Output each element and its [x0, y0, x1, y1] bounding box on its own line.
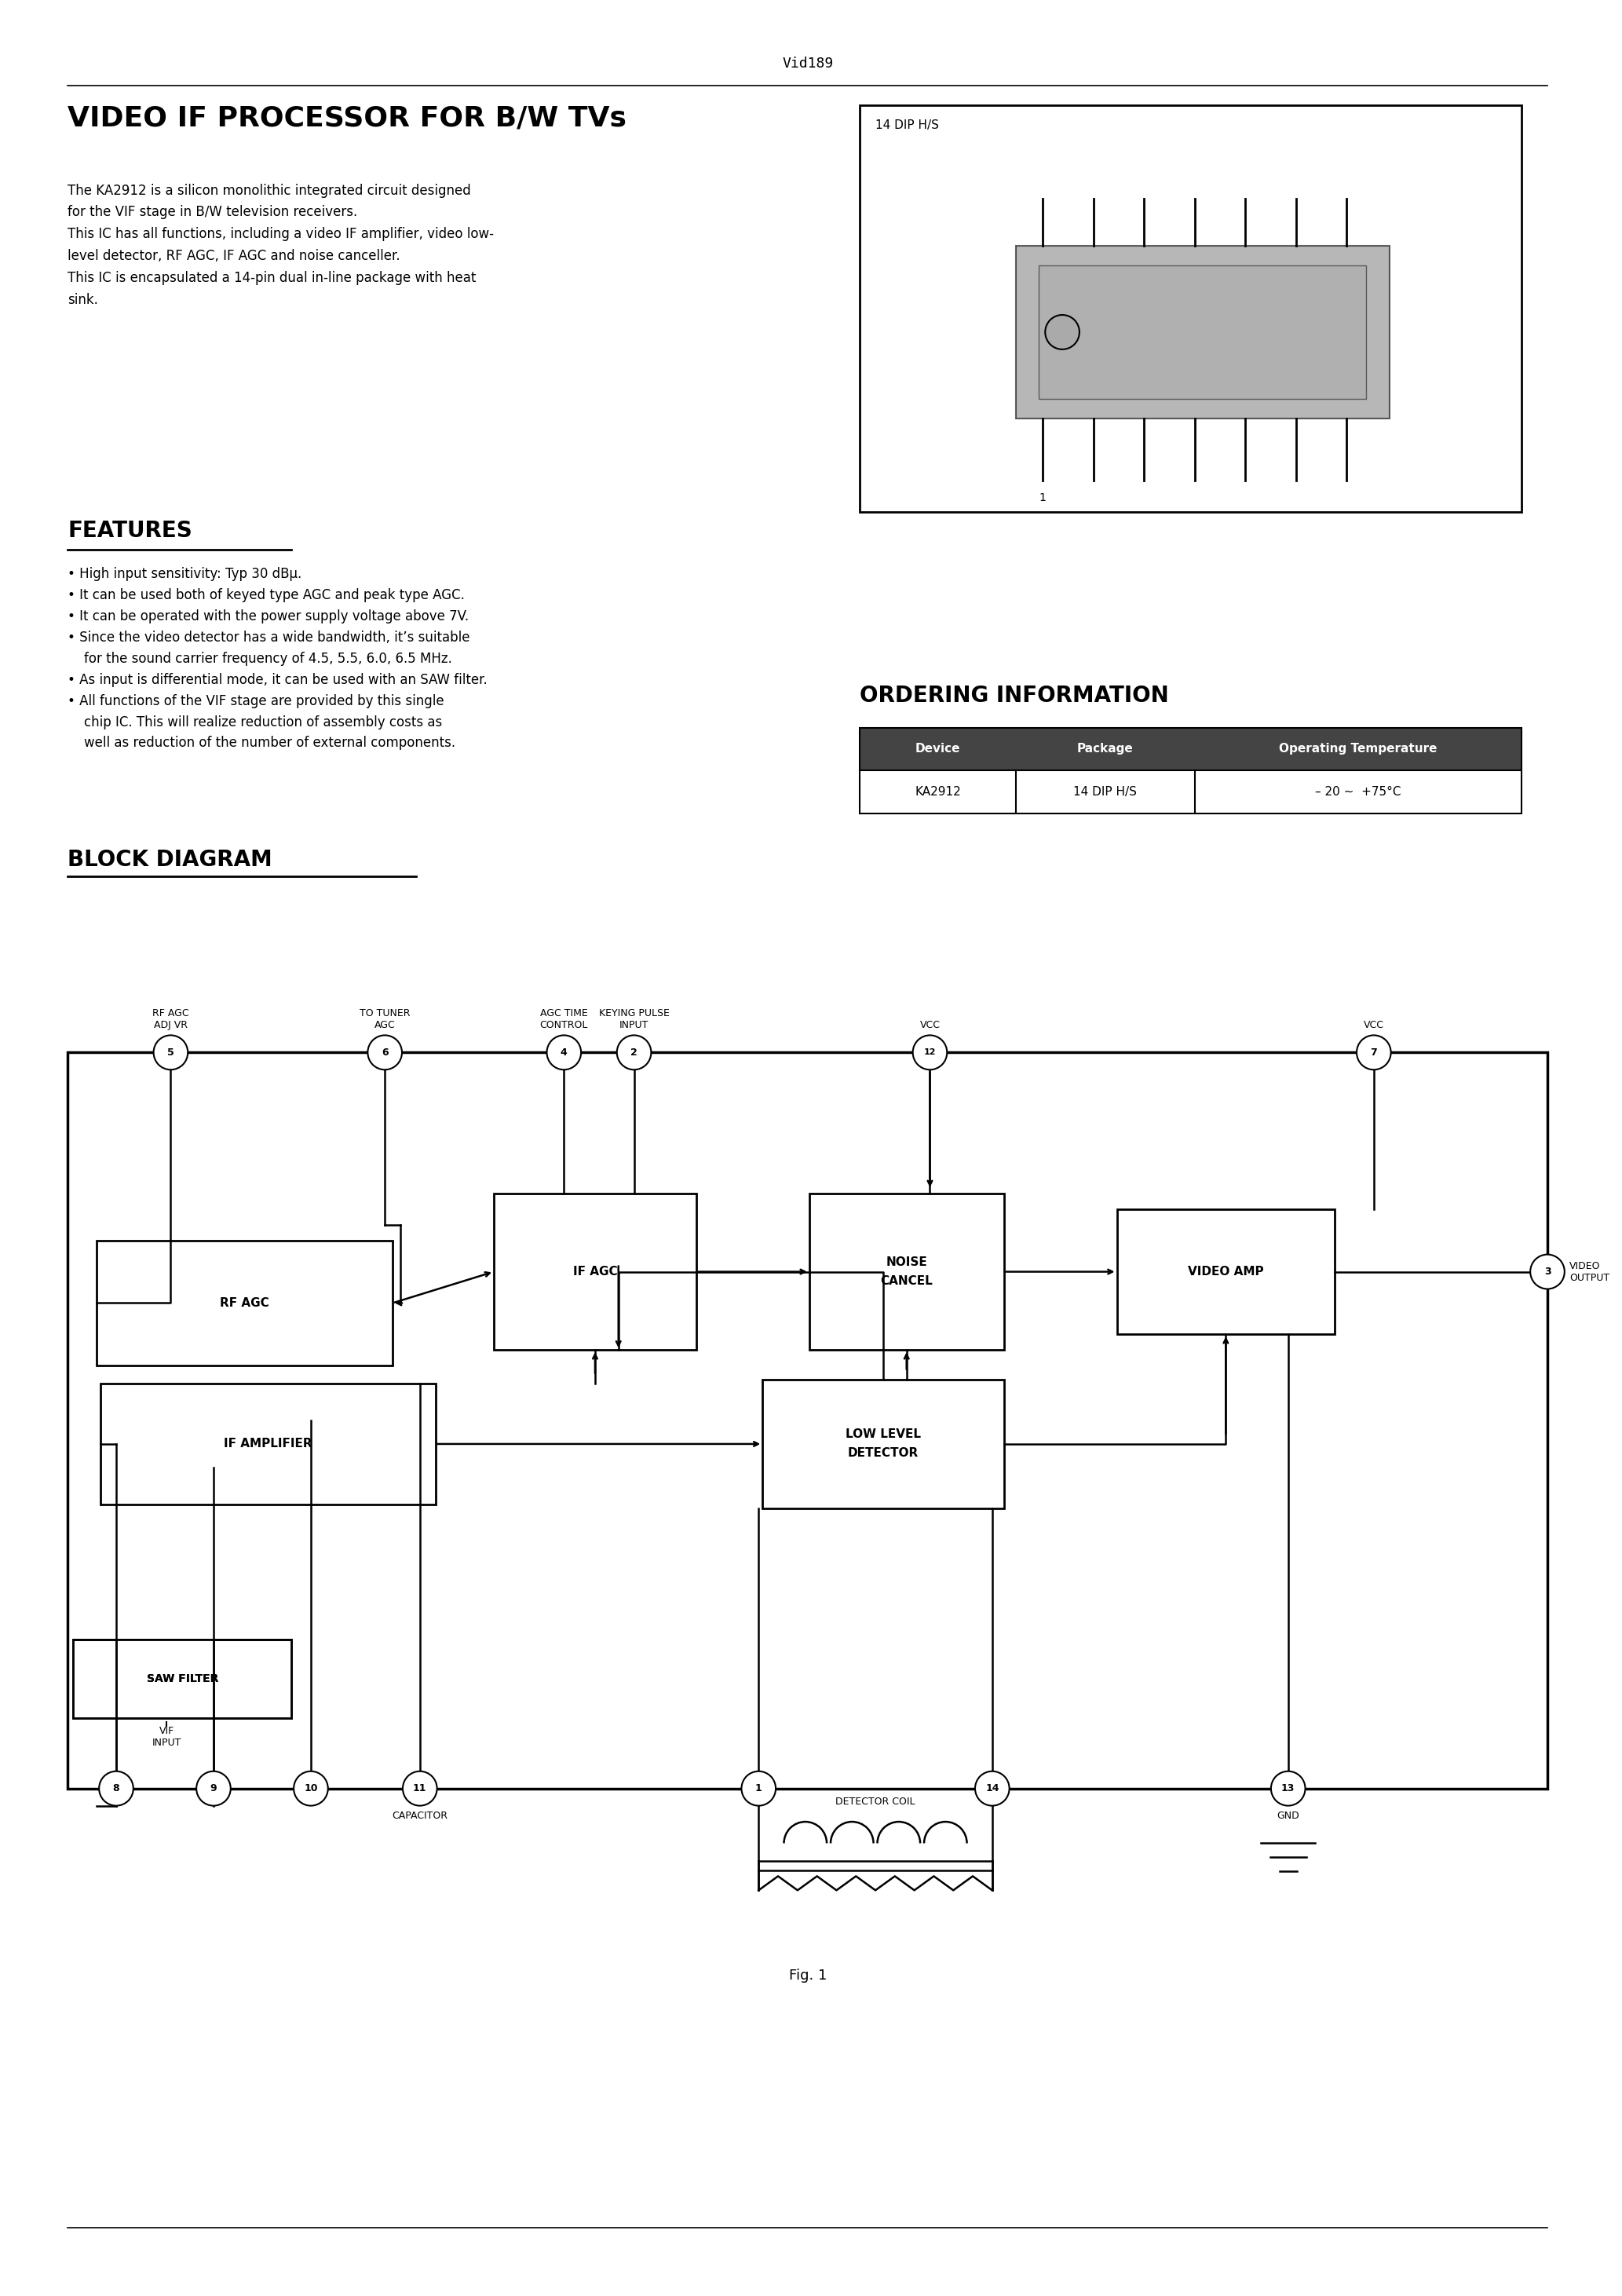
Text: KEYING PULSE
INPUT: KEYING PULSE INPUT	[599, 1008, 670, 1031]
Text: IF AGC: IF AGC	[573, 1265, 618, 1277]
Text: NOISE: NOISE	[886, 1256, 928, 1267]
Text: CANCEL: CANCEL	[881, 1274, 933, 1288]
Circle shape	[196, 1770, 230, 1805]
Circle shape	[1356, 1035, 1392, 1070]
Circle shape	[402, 1770, 436, 1805]
Text: 14 DIP H/S: 14 DIP H/S	[1074, 785, 1137, 799]
Text: VCC: VCC	[1364, 1019, 1384, 1031]
Circle shape	[547, 1035, 581, 1070]
Text: level detector, RF AGC, IF AGC and noise canceller.: level detector, RF AGC, IF AGC and noise…	[68, 250, 401, 264]
Circle shape	[913, 1035, 947, 1070]
Circle shape	[154, 1035, 188, 1070]
Bar	[73, 1639, 292, 1717]
Bar	[1118, 1210, 1335, 1334]
Text: well as reduction of the number of external components.: well as reduction of the number of exter…	[68, 737, 456, 751]
Text: 10: 10	[303, 1784, 318, 1793]
Circle shape	[1272, 1770, 1306, 1805]
Text: 14 DIP H/S: 14 DIP H/S	[876, 119, 939, 131]
Text: 12: 12	[925, 1049, 936, 1056]
Bar	[1015, 246, 1390, 418]
Circle shape	[1045, 315, 1079, 349]
Text: for the VIF stage in B/W television receivers.: for the VIF stage in B/W television rece…	[68, 204, 358, 220]
Text: • It can be used both of keyed type AGC and peak type AGC.: • It can be used both of keyed type AGC …	[68, 588, 466, 602]
Bar	[762, 1380, 1004, 1508]
Bar	[493, 1194, 696, 1350]
Text: • It can be operated with the power supply voltage above 7V.: • It can be operated with the power supp…	[68, 608, 469, 625]
Text: This IC has all functions, including a video IF amplifier, video low-: This IC has all functions, including a v…	[68, 227, 495, 241]
Text: KA2912: KA2912	[915, 785, 960, 799]
Text: • As input is differential mode, it can be used with an SAW filter.: • As input is differential mode, it can …	[68, 673, 488, 687]
Text: 2: 2	[631, 1047, 637, 1058]
Text: VCC: VCC	[920, 1019, 941, 1031]
Text: Operating Temperature: Operating Temperature	[1280, 744, 1437, 755]
Bar	[860, 771, 1521, 813]
Circle shape	[368, 1035, 402, 1070]
Text: SAW FILTER: SAW FILTER	[146, 1674, 219, 1685]
Text: 6: 6	[381, 1047, 388, 1058]
Text: This IC is encapsulated a 14-pin dual in-line package with heat: This IC is encapsulated a 14-pin dual in…	[68, 271, 477, 285]
Text: TO TUNER
AGC: TO TUNER AGC	[360, 1008, 410, 1031]
Text: 14: 14	[985, 1784, 999, 1793]
Text: for the sound carrier frequency of 4.5, 5.5, 6.0, 6.5 MHz.: for the sound carrier frequency of 4.5, …	[68, 652, 453, 666]
Circle shape	[99, 1770, 133, 1805]
Text: 1: 1	[756, 1784, 762, 1793]
Text: VIDEO AMP: VIDEO AMP	[1187, 1265, 1264, 1277]
Text: sink.: sink.	[68, 294, 99, 308]
Circle shape	[294, 1770, 328, 1805]
Text: SAW FILTER: SAW FILTER	[146, 1674, 219, 1685]
Text: DETECTOR COIL: DETECTOR COIL	[835, 1795, 915, 1807]
Text: CAPACITOR: CAPACITOR	[393, 1812, 448, 1821]
Text: Vid189: Vid189	[782, 57, 834, 71]
Text: GND: GND	[1277, 1812, 1299, 1821]
Circle shape	[741, 1770, 775, 1805]
Text: 9: 9	[211, 1784, 217, 1793]
Text: 11: 11	[414, 1784, 427, 1793]
Text: • All functions of the VIF stage are provided by this single: • All functions of the VIF stage are pro…	[68, 693, 444, 707]
Text: The KA2912 is a silicon monolithic integrated circuit designed: The KA2912 is a silicon monolithic integ…	[68, 184, 472, 197]
Bar	[68, 1052, 1547, 1789]
Text: VIF
INPUT: VIF INPUT	[152, 1727, 182, 1747]
Text: 8: 8	[114, 1784, 120, 1793]
Text: RF AGC: RF AGC	[221, 1297, 269, 1309]
Text: RF AGC
ADJ VR: RF AGC ADJ VR	[152, 1008, 190, 1031]
Text: – 20 ∼  +75°C: – 20 ∼ +75°C	[1315, 785, 1401, 799]
Text: chip IC. This will realize reduction of assembly costs as: chip IC. This will realize reduction of …	[68, 714, 443, 730]
Text: Package: Package	[1077, 744, 1134, 755]
Text: 3: 3	[1544, 1267, 1551, 1277]
Circle shape	[975, 1770, 1009, 1805]
Text: ORDERING INFORMATION: ORDERING INFORMATION	[860, 684, 1169, 707]
Text: AGC TIME
CONTROL: AGC TIME CONTROL	[540, 1008, 589, 1031]
Bar	[860, 106, 1521, 512]
Text: 13: 13	[1281, 1784, 1294, 1793]
Text: IF AMPLIFIER: IF AMPLIFIER	[224, 1437, 313, 1449]
Text: Device: Device	[915, 744, 960, 755]
Text: 5: 5	[167, 1047, 174, 1058]
Text: BLOCK DIAGRAM: BLOCK DIAGRAM	[68, 850, 272, 870]
Bar	[860, 728, 1521, 771]
Text: FEATURES: FEATURES	[68, 519, 193, 542]
Text: 4: 4	[561, 1047, 568, 1058]
Circle shape	[1530, 1254, 1565, 1288]
Bar	[1040, 266, 1366, 400]
Text: 1: 1	[1040, 494, 1046, 503]
Text: Fig. 1: Fig. 1	[788, 1968, 827, 1984]
Text: VIDEO
OUTPUT: VIDEO OUTPUT	[1568, 1261, 1609, 1283]
Bar	[809, 1194, 1004, 1350]
Text: VIDEO IF PROCESSOR FOR B/W TVs: VIDEO IF PROCESSOR FOR B/W TVs	[68, 106, 626, 131]
Bar	[73, 1639, 292, 1717]
Circle shape	[616, 1035, 650, 1070]
Bar	[101, 1382, 435, 1504]
Text: • High input sensitivity: Typ 30 dBμ.: • High input sensitivity: Typ 30 dBμ.	[68, 567, 302, 581]
Text: LOW LEVEL: LOW LEVEL	[845, 1428, 921, 1440]
Text: • Since the video detector has a wide bandwidth, it’s suitable: • Since the video detector has a wide ba…	[68, 631, 470, 645]
Bar	[97, 1240, 393, 1366]
Text: 7: 7	[1371, 1047, 1377, 1058]
Text: DETECTOR: DETECTOR	[848, 1446, 918, 1460]
